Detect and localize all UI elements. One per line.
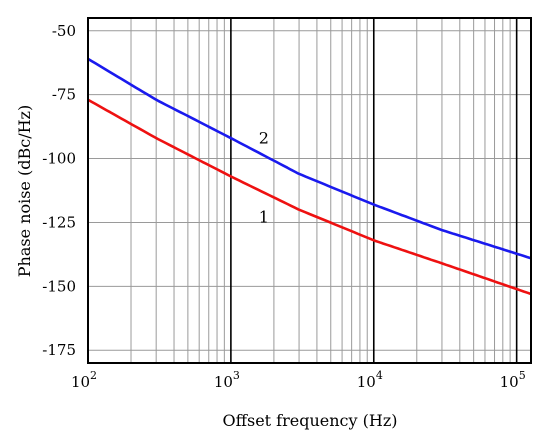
x-tick-label: 103 — [214, 369, 240, 391]
y-tick-label: -125 — [42, 213, 76, 231]
y-tick-label: -175 — [42, 341, 76, 359]
series-label-2: 2 — [259, 128, 269, 147]
x-tick-label: 104 — [357, 369, 383, 391]
plot-frame — [87, 17, 532, 364]
series-line-1 — [87, 98, 532, 296]
grid — [87, 18, 531, 363]
tick-labels: -50 -75 -100 -125 -150 -175 102 103 104 105 — [42, 22, 525, 391]
series-lines — [87, 57, 532, 296]
y-tick-label: -150 — [42, 277, 76, 295]
x-tick-label: 102 — [71, 369, 97, 391]
y-tick-label: -100 — [42, 150, 76, 168]
series-labels: 12 — [259, 128, 269, 226]
series-label-1: 1 — [259, 207, 269, 226]
x-tick-label: 105 — [500, 369, 526, 391]
y-tick-label: -50 — [52, 22, 76, 40]
series-line-2 — [87, 57, 532, 260]
y-tick-label: -75 — [52, 86, 76, 104]
x-axis-label: Offset frequency (Hz) — [223, 411, 398, 430]
y-axis-label: Phase noise (dBc/Hz) — [15, 105, 34, 277]
